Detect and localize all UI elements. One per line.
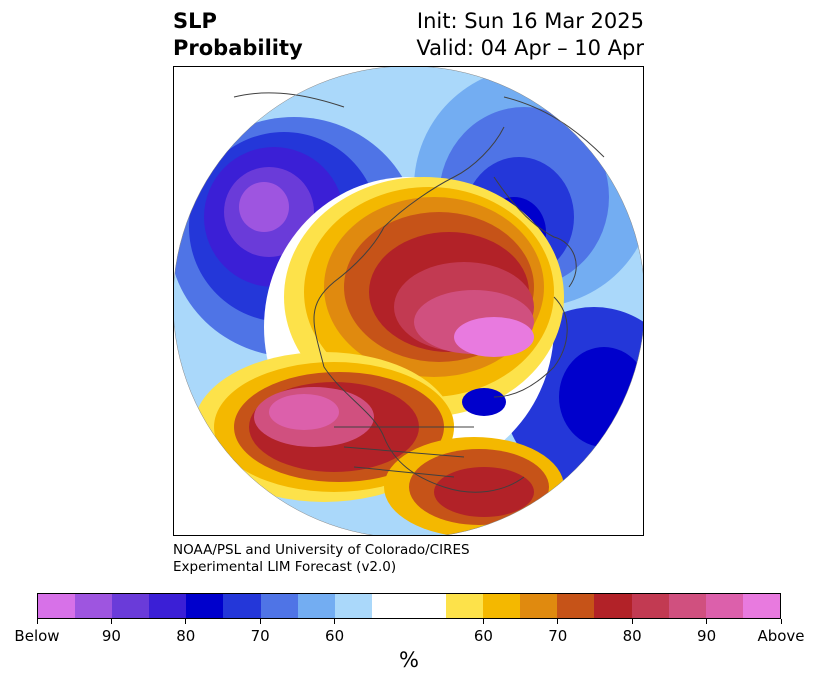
- colorbar-tick-label: 60: [473, 627, 493, 645]
- colorbar-tick: [631, 619, 633, 624]
- colorbar-swatch: [371, 594, 409, 618]
- colorbar-tick-label: 80: [176, 627, 196, 645]
- high-arctic-peak: [454, 317, 534, 357]
- colorbar-swatch: [483, 594, 521, 618]
- colorbar-tick: [706, 619, 708, 624]
- colorbar-tick-label: 70: [548, 627, 568, 645]
- colorbar-tick: [259, 619, 261, 624]
- colorbar-tick: [780, 619, 782, 624]
- probability-map-svg: [174, 67, 643, 535]
- high-pacific-peak: [269, 394, 339, 430]
- colorbar-swatch: [297, 594, 335, 618]
- colorbar-tick-label: 80: [622, 627, 642, 645]
- map-dates: Init: Sun 16 Mar 2025 Valid: 04 Apr – 10…: [416, 8, 644, 62]
- colorbar-swatch: [186, 594, 224, 618]
- colorbar-swatch: [223, 594, 261, 618]
- colorbar-tick: [557, 619, 559, 624]
- colorbar-tick: [36, 619, 38, 624]
- colorbar-swatch: [38, 594, 76, 618]
- colorbar-swatch: [75, 594, 113, 618]
- colorbar-swatch: [557, 594, 595, 618]
- credit-text: NOAA/PSL and University of Colorado/CIRE…: [173, 542, 470, 576]
- title-type: Probability: [173, 36, 303, 60]
- colorbar-tick-label: 90: [101, 627, 121, 645]
- colorbar-swatch: [334, 594, 372, 618]
- low-alaska-peak: [239, 182, 289, 232]
- colorbar-swatch: [149, 594, 187, 618]
- init-date: Init: Sun 16 Mar 2025: [416, 9, 644, 33]
- colorbar-tick-label: Above: [757, 627, 805, 645]
- colorbar-swatch: [631, 594, 669, 618]
- colorbar-swatch: [260, 594, 298, 618]
- colorbar-tick: [185, 619, 187, 624]
- coastlines: [233, 92, 605, 493]
- colorbar-swatch: [112, 594, 150, 618]
- low-greenland: [462, 388, 506, 416]
- colorbar-unit: %: [399, 648, 419, 672]
- map-title: SLP Probability: [173, 8, 303, 62]
- colorbar: [37, 593, 781, 619]
- credit-line1: NOAA/PSL and University of Colorado/CIRE…: [173, 542, 470, 558]
- colorbar-swatch: [520, 594, 558, 618]
- colorbar-swatch: [446, 594, 484, 618]
- title-variable: SLP: [173, 9, 217, 33]
- colorbar-tick-label: 60: [325, 627, 345, 645]
- colorbar-swatch: [594, 594, 632, 618]
- colorbar-swatch: [668, 594, 706, 618]
- colorbar-swatch: [408, 594, 447, 618]
- polar-map: [173, 66, 644, 536]
- credit-line2: Experimental LIM Forecast (v2.0): [173, 559, 397, 575]
- valid-range: Valid: 04 Apr – 10 Apr: [416, 36, 644, 60]
- colorbar-swatch: [742, 594, 780, 618]
- colorbar-swatch: [705, 594, 743, 618]
- colorbar-tick-label: 70: [250, 627, 270, 645]
- colorbar-tick: [482, 619, 484, 624]
- colorbar-tick: [110, 619, 112, 624]
- colorbar-tick-label: Below: [14, 627, 60, 645]
- colorbar-tick-label: 90: [697, 627, 717, 645]
- colorbar-tick: [334, 619, 336, 624]
